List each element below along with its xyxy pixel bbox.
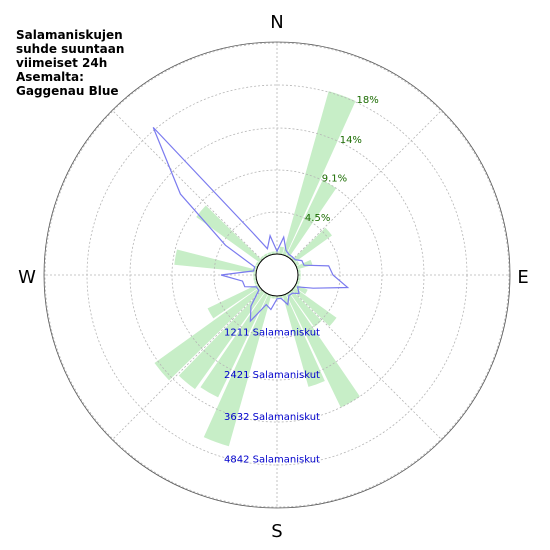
outer-ring — [43, 41, 511, 509]
percent-bar — [178, 290, 265, 390]
count-series-line — [152, 126, 350, 323]
percent-bar — [174, 249, 257, 273]
percent-bar — [282, 294, 325, 387]
percent-bar — [279, 246, 285, 255]
center-hole — [255, 253, 299, 297]
grid-layer — [43, 41, 511, 509]
title-line: suhde suuntaan — [16, 42, 125, 56]
compass-label-n: N — [270, 12, 283, 33]
percent-bar — [260, 255, 265, 260]
percent-bar — [154, 287, 262, 381]
compass-label-e: E — [517, 267, 528, 288]
grid-spoke — [111, 289, 263, 441]
percent-bar — [286, 180, 337, 258]
count-ring-label: 3632 Salamaniskut — [224, 412, 320, 423]
title-line: viimeiset 24h — [16, 56, 108, 70]
grid-spoke — [291, 289, 443, 441]
compass-label-w: W — [18, 267, 36, 288]
percent-bar — [289, 290, 322, 327]
percent-bar — [292, 227, 332, 263]
bars-layer — [154, 91, 360, 447]
percent-bar — [286, 292, 360, 408]
percent-bar — [282, 91, 356, 256]
count-ring-label: 2421 Salamaniskut — [224, 370, 320, 381]
chart-title: Salamaniskujen suhde suuntaan viimeiset … — [16, 28, 166, 98]
percent-ring-label: 18% — [357, 95, 379, 106]
compass-label-s: S — [271, 521, 282, 542]
count-ring-label: 4842 Salamaniskut — [224, 455, 320, 466]
percent-ring-label: 4.5% — [305, 213, 330, 224]
title-line: Asemalta: — [16, 70, 84, 84]
percent-bar — [196, 205, 262, 263]
percent-ring-label: 9.1% — [322, 173, 347, 184]
title-line: Salamaniskujen — [16, 28, 123, 42]
percent-bar — [289, 255, 294, 260]
title-line: Gaggenau Blue — [16, 84, 119, 98]
grid-ring — [44, 42, 510, 508]
grid-spoke — [291, 109, 443, 261]
percent-bar — [207, 284, 260, 319]
labels-layer: 4.5% 9.1% 14% 18% 1211 Salamaniskut 2421 Sala… — [224, 95, 379, 465]
percent-ring-label: 14% — [340, 135, 362, 146]
percent-bar — [292, 287, 337, 327]
percent-bar — [203, 294, 272, 447]
count-ring-label: 1211 Salamaniskut — [224, 327, 320, 338]
grid-spoke — [111, 109, 263, 261]
